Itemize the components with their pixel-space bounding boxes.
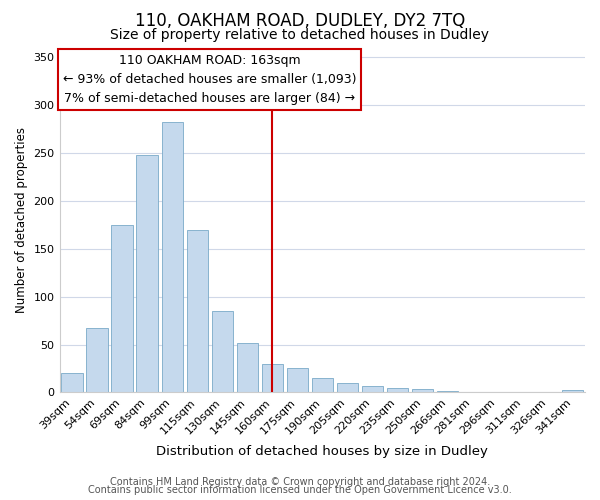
Bar <box>562 390 583 392</box>
Bar <box>337 383 358 392</box>
Bar <box>262 364 283 392</box>
Bar <box>287 368 308 392</box>
Bar <box>212 311 233 392</box>
Bar <box>61 374 83 392</box>
Text: Contains HM Land Registry data © Crown copyright and database right 2024.: Contains HM Land Registry data © Crown c… <box>110 477 490 487</box>
Y-axis label: Number of detached properties: Number of detached properties <box>15 127 28 313</box>
Bar <box>362 386 383 392</box>
Text: Size of property relative to detached houses in Dudley: Size of property relative to detached ho… <box>110 28 490 42</box>
Bar <box>161 122 183 392</box>
Bar <box>86 328 108 392</box>
X-axis label: Distribution of detached houses by size in Dudley: Distribution of detached houses by size … <box>157 444 488 458</box>
Bar <box>311 378 333 392</box>
Bar <box>136 155 158 392</box>
Bar <box>412 388 433 392</box>
Bar <box>112 224 133 392</box>
Bar <box>387 388 408 392</box>
Text: Contains public sector information licensed under the Open Government Licence v3: Contains public sector information licen… <box>88 485 512 495</box>
Text: 110, OAKHAM ROAD, DUDLEY, DY2 7TQ: 110, OAKHAM ROAD, DUDLEY, DY2 7TQ <box>135 12 465 30</box>
Text: 110 OAKHAM ROAD: 163sqm
← 93% of detached houses are smaller (1,093)
7% of semi-: 110 OAKHAM ROAD: 163sqm ← 93% of detache… <box>63 54 356 104</box>
Bar <box>187 230 208 392</box>
Bar <box>236 342 258 392</box>
